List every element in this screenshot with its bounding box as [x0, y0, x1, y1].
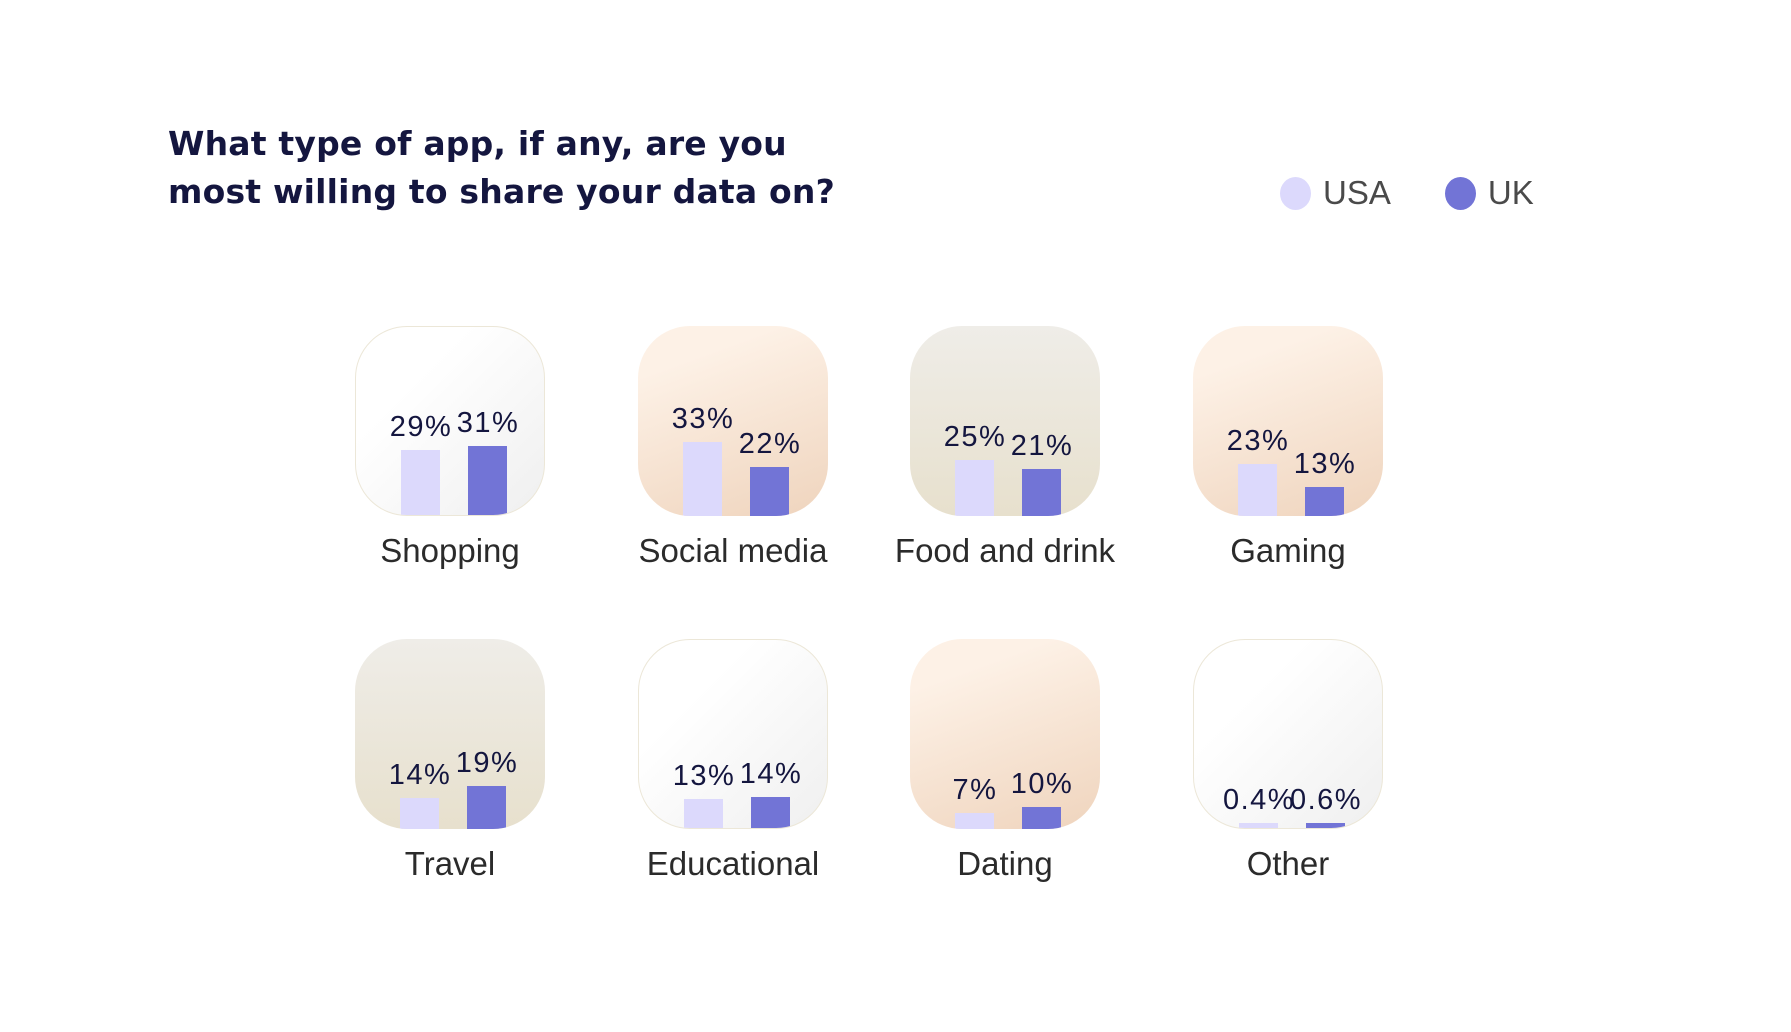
data-label-uk: 10%	[1010, 767, 1074, 800]
data-label-usa: 29%	[389, 411, 453, 444]
category-tile: 13% 14% Educational	[603, 639, 863, 883]
category-tile: 14% 19% Travel	[320, 639, 580, 883]
chart-title: What type of app, if any, are you most w…	[168, 124, 835, 211]
data-label-usa: 0.4%	[1222, 784, 1296, 816]
data-label-uk: 22%	[738, 427, 802, 460]
data-label-uk: 31%	[456, 406, 520, 439]
bar-usa	[955, 813, 994, 829]
category-label: Gaming	[1230, 532, 1346, 569]
legend-swatch-uk	[1444, 176, 1476, 210]
bar-uk	[1022, 806, 1061, 829]
data-label-usa: 7%	[952, 774, 998, 807]
legend-swatch-usa	[1280, 176, 1311, 210]
bar-uk	[751, 796, 790, 828]
bar-usa	[955, 460, 994, 516]
category-label: Food and drink	[894, 532, 1116, 569]
bar-uk	[1305, 486, 1344, 516]
legend-label-uk: UK	[1487, 174, 1534, 211]
category-label: Dating	[957, 845, 1053, 882]
data-label-uk: 13%	[1293, 447, 1357, 480]
app-icon-card: 33% 22%	[638, 326, 828, 516]
app-icon-card: 13% 14%	[638, 639, 828, 829]
app-icon-card: 0.4% 0.6%	[1193, 639, 1383, 829]
app-icon-card: 23% 13%	[1193, 326, 1383, 516]
data-label-uk: 0.6%	[1289, 784, 1363, 816]
bar-usa	[684, 798, 723, 828]
bar-uk	[1306, 823, 1345, 828]
category-tile: 23% 13% Gaming	[1158, 326, 1418, 570]
category-tile: 7% 10% Dating	[875, 639, 1135, 883]
data-label-usa: 25%	[943, 421, 1007, 453]
category-label: Shopping	[380, 532, 520, 569]
bar-usa	[1238, 464, 1277, 516]
bar-uk	[467, 786, 506, 829]
app-icon-card: 29% 31%	[355, 326, 545, 516]
data-label-usa: 23%	[1226, 425, 1290, 458]
category-label: Other	[1246, 845, 1330, 882]
legend: USA UK	[1280, 174, 1534, 212]
legend-item-usa: USA	[1280, 174, 1391, 212]
category-tile: 29% 31% Shopping	[320, 326, 580, 570]
data-label-uk: 19%	[455, 747, 519, 780]
category-label: Educational	[646, 845, 820, 882]
bar-uk	[750, 466, 789, 516]
bar-usa	[1239, 823, 1278, 828]
data-label-usa: 13%	[672, 759, 736, 792]
category-label: Travel	[404, 845, 496, 882]
data-label-uk: 14%	[739, 757, 803, 790]
app-icon-card: 7% 10%	[910, 639, 1100, 829]
bar-uk	[1022, 468, 1061, 516]
bar-uk	[468, 445, 507, 515]
bar-usa	[401, 450, 440, 515]
legend-label-usa: USA	[1323, 174, 1391, 211]
legend-item-uk: UK	[1444, 174, 1534, 212]
app-icon-card: 25% 21%	[910, 326, 1100, 516]
data-label-usa: 14%	[388, 758, 452, 791]
category-tile: 0.4% 0.6% Other	[1158, 639, 1418, 883]
bar-usa	[683, 442, 722, 516]
category-label: Social media	[638, 532, 828, 569]
bar-usa	[400, 797, 439, 829]
data-label-usa: 33%	[671, 403, 735, 436]
category-tile: 25% 21% Food and drink	[875, 326, 1135, 570]
category-tile: 33% 22% Social media	[603, 326, 863, 570]
app-icon-card: 14% 19%	[355, 639, 545, 829]
data-label-uk: 21%	[1010, 429, 1074, 462]
